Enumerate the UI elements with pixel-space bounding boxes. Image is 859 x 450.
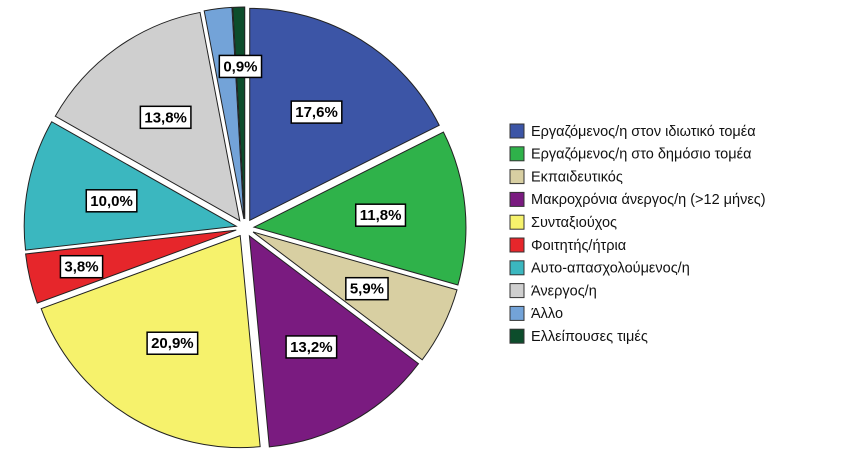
- legend-swatch: [509, 283, 525, 299]
- value-label: 5,9%: [345, 276, 389, 301]
- value-label: 11,8%: [354, 203, 407, 227]
- value-label-text: 10,0%: [90, 193, 133, 210]
- legend-label: Φοιτητής/ήτρια: [531, 238, 626, 254]
- legend-swatch: [509, 191, 525, 207]
- value-label: 3,8%: [59, 254, 104, 279]
- legend-swatch: [509, 146, 525, 162]
- value-label-box: [85, 189, 138, 213]
- legend-label: Εργαζόμενος/η στο δημόσιο τομέα: [531, 147, 751, 163]
- value-label-box: [285, 335, 338, 359]
- value-label-box: [290, 100, 343, 124]
- legend-swatch: [509, 305, 525, 321]
- value-label-box: [345, 276, 389, 301]
- value-label-text: 20,9%: [151, 335, 194, 352]
- value-label: 10,0%: [85, 189, 138, 213]
- legend-swatch: [509, 237, 525, 253]
- value-label-text: 3,8%: [64, 259, 98, 276]
- value-label-text: 0,9%: [223, 58, 257, 75]
- value-label: 13,2%: [285, 335, 338, 359]
- value-label: 13,8%: [139, 105, 192, 130]
- legend-label: Εργαζόμενος/η στον ιδιωτικό τομέα: [531, 124, 756, 140]
- value-label-text: 11,8%: [360, 207, 402, 224]
- legend-label: Μακροχρόνια άνεργος/η (>12 μήνες): [531, 192, 766, 208]
- legend-label: Ελλείπουσες τιμές: [531, 329, 648, 345]
- value-label-box: [59, 254, 104, 279]
- value-label-text: 5,9%: [350, 281, 384, 298]
- legend-swatch: [509, 169, 525, 185]
- pie-slice: [23, 121, 238, 251]
- value-label-text: 13,2%: [290, 339, 333, 356]
- pie-slice: [25, 229, 237, 304]
- legend-swatch: [509, 214, 525, 230]
- pie-slice: [249, 7, 440, 222]
- legend-swatch: [509, 328, 525, 344]
- value-label-box: [218, 54, 263, 79]
- value-label: 0,9%: [218, 54, 263, 79]
- legend-swatch: [509, 260, 525, 276]
- value-label-box: [139, 105, 192, 130]
- value-label-box: [146, 331, 199, 355]
- legend-label: Συνταξιούχος: [531, 215, 617, 231]
- legend-label: Εκπαιδευτικός: [531, 169, 623, 185]
- value-label-text: 17,6%: [295, 104, 338, 121]
- legend-label: Άνεργος/η: [531, 283, 597, 299]
- value-label: 20,9%: [146, 331, 199, 355]
- legend-label: Αυτο-απασχολούμενος/η: [531, 261, 690, 277]
- value-label-text: 13,8%: [144, 109, 187, 126]
- legend-swatch: [509, 123, 525, 139]
- legend-label: Άλλο: [531, 306, 563, 322]
- value-label-box: [354, 203, 407, 227]
- value-label: 17,6%: [290, 100, 343, 124]
